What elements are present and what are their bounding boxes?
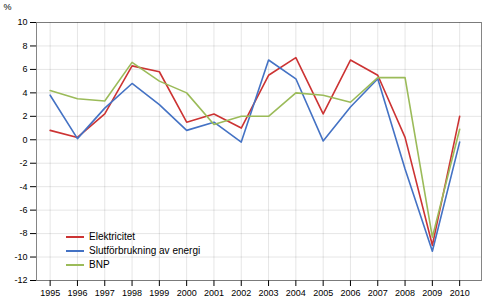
svg-text:10: 10 [17, 17, 27, 27]
svg-text:2008: 2008 [395, 288, 415, 298]
html-text:Slutförbrukning av energi: Slutförbrukning av energi [89, 245, 201, 256]
svg-text:-8: -8 [19, 228, 27, 238]
html-text:BNP: BNP [89, 259, 110, 270]
svg-text:%: % [4, 2, 12, 12]
svg-text:1999: 1999 [149, 288, 169, 298]
svg-text:1998: 1998 [122, 288, 142, 298]
svg-text:-10: -10 [14, 252, 27, 262]
svg-text:2005: 2005 [313, 288, 333, 298]
svg-text:4: 4 [22, 88, 27, 98]
svg-text:2007: 2007 [368, 288, 388, 298]
svg-text:2010: 2010 [450, 288, 470, 298]
svg-text:2002: 2002 [231, 288, 251, 298]
svg-text:6: 6 [22, 64, 27, 74]
svg-text:-2: -2 [19, 158, 27, 168]
svg-text:2009: 2009 [422, 288, 442, 298]
svg-text:-4: -4 [19, 182, 27, 192]
svg-text:2006: 2006 [340, 288, 360, 298]
svg-text:-6: -6 [19, 205, 27, 215]
svg-text:1997: 1997 [95, 288, 115, 298]
svg-text:-12: -12 [14, 275, 27, 285]
svg-text:2001: 2001 [204, 288, 224, 298]
svg-text:1996: 1996 [67, 288, 87, 298]
svg-text:2: 2 [22, 111, 27, 121]
svg-text:1995: 1995 [40, 288, 60, 298]
svg-text:0: 0 [22, 135, 27, 145]
html-text:Elektricitet: Elektricitet [89, 231, 136, 242]
svg-text:2004: 2004 [286, 288, 306, 298]
svg-text:8: 8 [22, 41, 27, 51]
svg-text:2000: 2000 [177, 288, 197, 298]
svg-text:2003: 2003 [259, 288, 279, 298]
